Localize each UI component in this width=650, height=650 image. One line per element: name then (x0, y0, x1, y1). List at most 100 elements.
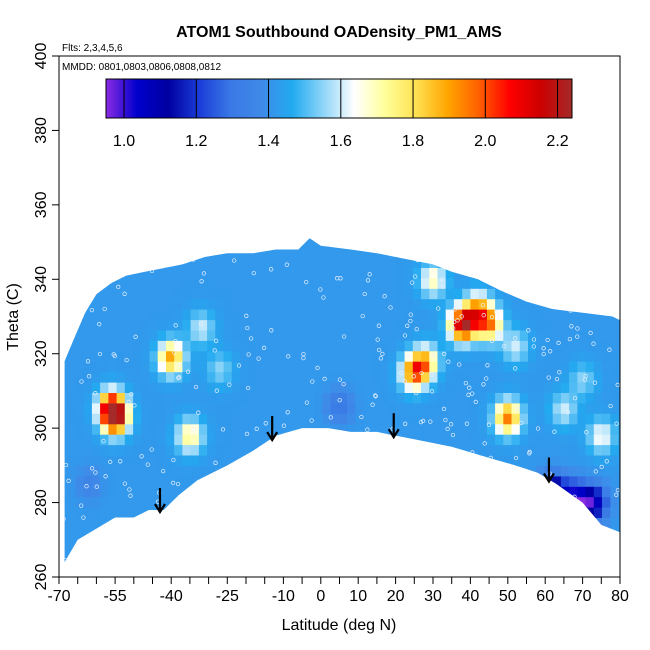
heatmap-cell (182, 382, 192, 393)
heatmap-cell (223, 402, 233, 414)
heatmap-cell (503, 350, 513, 362)
heatmap-cell (486, 340, 496, 352)
heatmap-cell (544, 423, 554, 435)
heatmap-cell (470, 434, 480, 446)
heatmap-cell (166, 517, 175, 529)
heatmap-cell (83, 402, 93, 414)
heatmap-cell (83, 444, 93, 456)
flight-point (91, 545, 96, 550)
heatmap-cell (116, 288, 126, 300)
heatmap-cell (264, 238, 274, 248)
flight-point (428, 419, 433, 424)
heatmap-cell (67, 413, 76, 425)
heatmap-cell (223, 277, 233, 289)
heatmap-cell (503, 288, 513, 300)
heatmap-cell (412, 559, 422, 563)
heatmap-cell (322, 277, 332, 289)
heatmap-cell (503, 382, 513, 393)
heatmap-cell (207, 277, 216, 289)
heatmap-cell (462, 309, 471, 321)
flight-point (108, 459, 113, 465)
heatmap-cell (157, 329, 167, 341)
heatmap-cell (149, 350, 159, 362)
heatmap-cell (528, 538, 537, 550)
heatmap-cell (124, 361, 134, 373)
heatmap-cell (355, 434, 364, 446)
heatmap-cell (478, 444, 488, 456)
heatmap-cell (215, 444, 225, 456)
heatmap-cell (198, 507, 208, 518)
heatmap-cell (314, 413, 323, 425)
heatmap-cell (231, 538, 241, 550)
heatmap-cell (519, 288, 529, 300)
heatmap-cell (297, 496, 307, 508)
flight-point (452, 319, 457, 325)
flight-point (380, 351, 385, 357)
heatmap-cell (330, 413, 340, 425)
heatmap-cell (141, 309, 151, 321)
heatmap-cell (281, 413, 290, 425)
heatmap-cell (240, 371, 249, 383)
heatmap-cell (314, 382, 323, 393)
flight-point (542, 293, 548, 298)
heatmap-cell (133, 434, 142, 446)
heatmap-cell (116, 267, 126, 279)
heatmap-cell (64, 309, 68, 321)
heatmap-cell (91, 434, 101, 446)
heatmap-cell (355, 444, 364, 456)
heatmap-cell (371, 309, 381, 321)
heatmap-cell (495, 288, 504, 300)
flight-point (538, 497, 544, 502)
heatmap-cell (593, 238, 603, 248)
heatmap-cell (412, 507, 422, 518)
heatmap-cell (198, 329, 208, 341)
heatmap-cell (83, 340, 93, 352)
heatmap-cell (297, 434, 307, 446)
flight-point (583, 373, 588, 379)
flight-point (402, 379, 408, 384)
flight-point (310, 379, 315, 384)
heatmap-cell (388, 548, 397, 560)
heatmap-cell (355, 238, 364, 248)
heatmap-cell (281, 298, 290, 310)
flight-point (97, 351, 103, 357)
heatmap-cell (503, 434, 513, 446)
heatmap-cell (116, 559, 126, 563)
heatmap-cell (503, 298, 513, 310)
heatmap-cell (593, 465, 603, 477)
heatmap-cell (83, 465, 93, 477)
heatmap-cell (478, 475, 488, 487)
heatmap-cell (379, 548, 389, 560)
heatmap-cell (412, 402, 422, 414)
heatmap-cell (297, 288, 307, 300)
heatmap-cell (560, 548, 570, 560)
heatmap-cell (585, 475, 595, 487)
flight-point (614, 547, 620, 553)
heatmap-cell (536, 288, 545, 300)
heatmap-cell (355, 486, 364, 498)
heatmap-cell (453, 350, 463, 362)
flight-point (420, 515, 425, 520)
heatmap-cell (577, 507, 587, 518)
heatmap-cell (133, 350, 142, 362)
heatmap-cell (569, 329, 578, 341)
heatmap-cell (174, 486, 183, 498)
heatmap-cell (404, 465, 414, 477)
heatmap-cell (314, 402, 323, 414)
heatmap-cell (141, 371, 151, 383)
heatmap-cell (289, 226, 298, 237)
heatmap-cell (462, 548, 471, 560)
heatmap-cell (281, 371, 290, 383)
heatmap-cell (157, 559, 167, 563)
heatmap-cell (64, 392, 68, 404)
flight-point (614, 421, 619, 426)
heatmap-cell (462, 277, 471, 289)
heatmap-cell (560, 257, 570, 268)
heatmap-cell (215, 454, 225, 466)
heatmap-cell (593, 277, 603, 289)
heatmap-cell (560, 507, 570, 518)
heatmap-cell (75, 465, 85, 477)
heatmap-cell (108, 382, 118, 393)
heatmap-cell (256, 371, 266, 383)
heatmap-cell (182, 538, 192, 550)
